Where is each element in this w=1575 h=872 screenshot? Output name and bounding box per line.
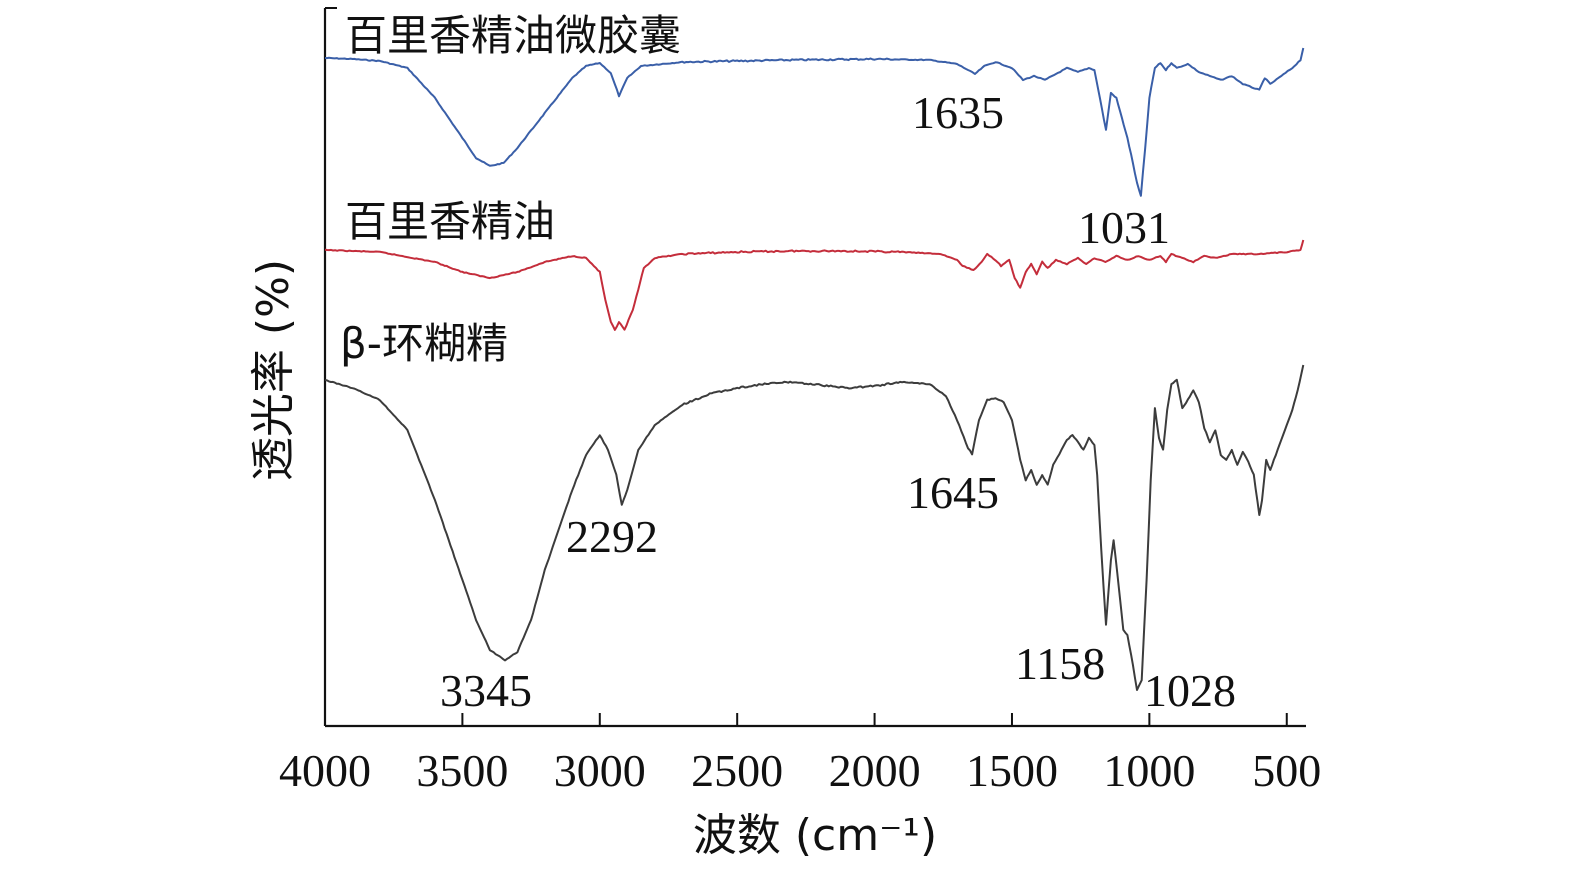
series-line-0: [324, 47, 1305, 197]
series-label-beta-cyclodextrin: β-环糊精: [340, 319, 508, 368]
series-label-microcapsule: 百里香精油微胶囊: [345, 11, 681, 60]
peak-label-1031: 1031: [1078, 202, 1170, 253]
x-tick-label-2000: 2000: [829, 745, 921, 796]
x-ticks: 4000 3500 3000 2500 2000 1500 1000 500: [279, 713, 1321, 796]
series-line-1: [324, 239, 1305, 331]
peak-label-1645: 1645: [907, 467, 999, 518]
series-layer: [324, 47, 1305, 691]
peak-label-2292: 2292: [566, 511, 658, 562]
series-line-2: [324, 364, 1305, 691]
peak-label-1635: 1635: [912, 87, 1004, 138]
x-tick-label-2500: 2500: [691, 745, 783, 796]
x-tick-label-3000: 3000: [554, 745, 646, 796]
x-tick-label-4000: 4000: [279, 745, 371, 796]
x-tick-label-1500: 1500: [966, 745, 1058, 796]
x-axis-title: 波数 (cm⁻¹): [693, 810, 937, 861]
x-tick-label-500: 500: [1252, 745, 1321, 796]
peak-label-3345: 3345: [440, 665, 532, 716]
peak-label-1028: 1028: [1144, 665, 1236, 716]
x-tick-label-1000: 1000: [1103, 745, 1195, 796]
peak-label-1158: 1158: [1015, 638, 1105, 689]
series-label-thyme-oil: 百里香精油: [345, 197, 555, 246]
x-tick-label-3500: 3500: [416, 745, 508, 796]
y-axis-title: 透光率 (%): [248, 259, 299, 481]
